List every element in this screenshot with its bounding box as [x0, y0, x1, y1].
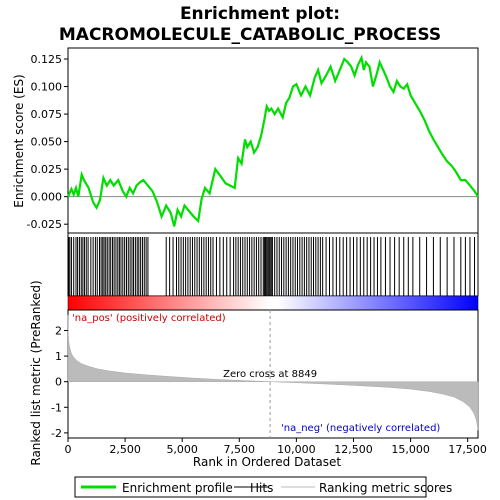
x-axis-label: Rank in Ordered Dataset [193, 455, 341, 469]
es-y-tick-label: 0.100 [31, 81, 63, 94]
metric-panel: -2 -1 0 1 2 Zero cross at 8849 'na_pos' (pos… [29, 280, 479, 466]
positive-correlated-label: 'na_pos' (positively correlated) [72, 313, 226, 324]
legend: Enrichment profile Hits Ranking metric s… [74, 476, 452, 498]
zero-cross-label: Zero cross at 8849 [223, 369, 317, 380]
negative-correlated-label: 'na_neg' (negatively correlated) [281, 423, 440, 434]
legend-hits-label: Hits [250, 481, 273, 495]
ranking-color-bar [67, 295, 479, 311]
es-y-tick-label: 0.000 [31, 191, 63, 204]
metric-y-tick-label: -2 [51, 427, 62, 440]
hits-panel-frame [67, 232, 479, 297]
hit-marks [68, 237, 476, 296]
x-tick-label: 7,500 [224, 443, 256, 456]
x-tick-label: 5,000 [166, 443, 198, 456]
legend-enrichment-label: Enrichment profile [122, 481, 233, 495]
metric-ylabel: Ranked list metric (PreRanked) [29, 280, 43, 465]
metric-y-tick-label: 1 [55, 350, 62, 363]
es-y-tick-label: -0.025 [27, 218, 62, 231]
chart-subtitle: MACROMOLECULE_CATABOLIC_PROCESS [59, 25, 441, 45]
enrichment-profile-line [66, 54, 479, 227]
metric-y-tick-label: 0 [55, 376, 62, 389]
x-tick-label: 12,500 [334, 443, 373, 456]
es-panel-frame [67, 47, 479, 234]
es-y-ticks: -0.025 0.000 0.025 0.050 0.075 0.100 0.125 [27, 53, 68, 231]
metric-y-ticks: -2 -1 0 1 2 [51, 324, 68, 440]
es-y-tick-label: 0.025 [31, 163, 63, 176]
metric-y-tick-label: -1 [51, 401, 62, 414]
es-ylabel: Enrichment score (ES) [12, 74, 26, 207]
legend-metric-label: Ranking metric scores [319, 481, 452, 495]
metric-y-tick-label: 2 [55, 324, 62, 337]
chart-title: Enrichment plot: [180, 4, 340, 24]
x-tick-label: 2,500 [109, 443, 141, 456]
x-axis-ticks: 0 2,500 5,000 7,500 10,000 12,500 15,000 17,500 [65, 438, 487, 456]
es-y-tick-label: 0.050 [31, 136, 63, 149]
es-panel: -0.025 0.000 0.025 0.050 0.075 0.100 0.125 Enr… [12, 47, 479, 234]
x-tick-label: 10,000 [277, 443, 316, 456]
es-y-tick-label: 0.075 [31, 108, 63, 121]
x-tick-label: 0 [65, 443, 72, 456]
hits-panel [67, 232, 479, 297]
x-tick-label: 15,000 [391, 443, 430, 456]
x-tick-label: 17,500 [448, 443, 487, 456]
ranking-metric-area [67, 315, 479, 431]
es-y-tick-label: 0.125 [31, 53, 63, 66]
